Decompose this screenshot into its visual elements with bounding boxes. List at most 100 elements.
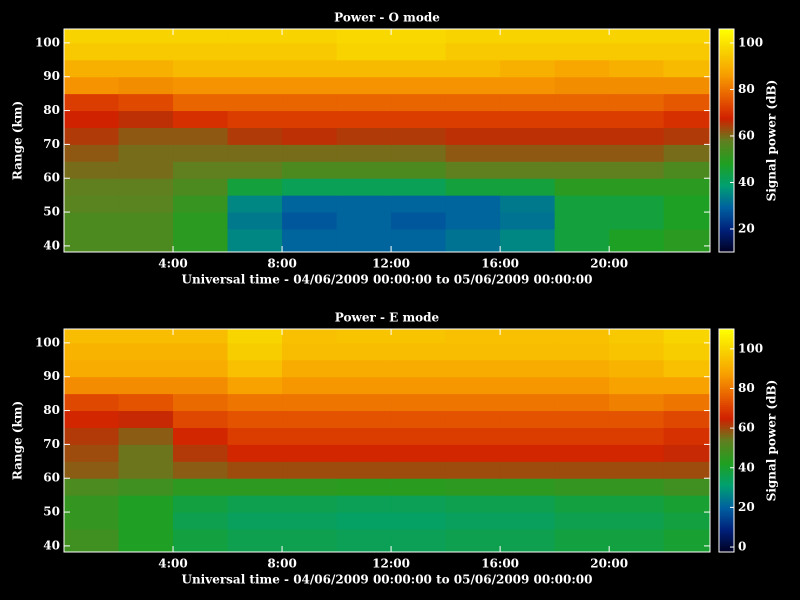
colorbar-swatch <box>719 468 734 471</box>
colorbar-swatch <box>719 70 734 74</box>
heat-cell <box>336 178 392 196</box>
colorbar-swatch <box>719 112 734 116</box>
colorbar-swatch <box>719 94 734 98</box>
heat-cell <box>64 144 120 162</box>
heat-cell <box>282 329 338 344</box>
colorbar-swatch <box>719 80 734 84</box>
heat-cell <box>554 478 610 496</box>
heat-cell <box>282 110 338 128</box>
colorbar-swatch <box>719 352 734 356</box>
heat-cell <box>663 76 711 95</box>
colorbar-swatch <box>719 84 734 88</box>
heat-cell <box>445 478 501 496</box>
heat-cell <box>336 42 392 61</box>
colorbar-swatch <box>719 408 734 412</box>
heat-cell <box>227 110 283 128</box>
heat-cell <box>445 444 501 462</box>
heat-cell <box>118 528 174 553</box>
colorbar-tick-label: 60 <box>738 128 755 142</box>
heat-cell <box>609 110 665 128</box>
y-tick-label: 70 <box>43 137 60 151</box>
colorbar-swatch <box>719 122 734 126</box>
heat-cell <box>445 329 501 344</box>
heat-cell <box>391 228 447 253</box>
heat-cell <box>554 42 610 61</box>
heat-cell <box>64 461 120 479</box>
colorbar-swatch <box>719 344 734 348</box>
colorbar-swatch <box>719 102 734 106</box>
heat-cell <box>609 76 665 95</box>
y-tick-label: 80 <box>43 103 60 117</box>
colorbar-swatch <box>719 176 734 179</box>
heat-cell <box>173 461 229 479</box>
colorbar-swatch <box>719 198 734 201</box>
colorbar-swatch <box>719 202 734 205</box>
heat-cell <box>554 495 610 513</box>
heat-cell <box>227 161 283 179</box>
heat-cell <box>64 376 120 395</box>
colorbar-swatch <box>719 174 734 177</box>
colorbar-swatch <box>719 248 734 251</box>
colorbar-swatch <box>719 118 734 122</box>
colorbar-swatch <box>719 490 734 493</box>
heat-cell <box>391 42 447 61</box>
heat-cell <box>500 161 556 179</box>
colorbar-swatch <box>719 444 734 447</box>
heat-cell <box>609 512 665 530</box>
heat-cell <box>391 93 447 112</box>
heat-cell <box>282 195 338 213</box>
heat-cell <box>336 359 392 378</box>
heat-cell <box>173 512 229 530</box>
x-tick-label: 8:00 <box>267 257 296 271</box>
heat-cell <box>663 329 711 344</box>
colorbar-swatch <box>719 332 734 336</box>
colorbar-swatch <box>719 372 734 376</box>
heat-cell <box>173 127 229 145</box>
y-tick-label: 90 <box>43 369 60 383</box>
colorbar-swatch <box>719 58 734 62</box>
heat-cell <box>609 393 665 412</box>
colorbar-swatch <box>719 386 734 390</box>
heat-cell <box>609 29 665 44</box>
heat-cell <box>227 410 283 428</box>
heat-cell <box>391 393 447 412</box>
colorbar-swatch <box>719 110 734 114</box>
y-tick-label: 80 <box>43 403 60 417</box>
colorbar-swatch <box>719 400 734 404</box>
heat-cell <box>609 427 665 445</box>
heat-cell <box>282 76 338 95</box>
colorbar-swatch <box>719 42 734 46</box>
colorbar-swatch <box>719 228 734 231</box>
colorbar-swatch <box>719 138 734 141</box>
colorbar-swatch <box>719 412 734 416</box>
heat-cell <box>554 376 610 395</box>
heat-cell <box>173 178 229 196</box>
heat-cell <box>282 228 338 253</box>
heat-cell <box>118 444 174 462</box>
colorbar-swatch <box>719 494 734 497</box>
heat-cell <box>500 342 556 361</box>
heat-cell <box>663 495 711 513</box>
heat-cell <box>391 59 447 78</box>
heat-cell <box>173 478 229 496</box>
heat-cell <box>500 228 556 253</box>
colorbar-swatch <box>719 232 734 235</box>
colorbar-swatch <box>719 514 734 517</box>
colorbar-swatch <box>719 60 734 64</box>
heat-cell <box>64 42 120 61</box>
colorbar-swatch <box>719 394 734 398</box>
heat-cell <box>64 410 120 428</box>
heat-cell <box>64 342 120 361</box>
heat-cell <box>282 495 338 513</box>
heat-cell <box>391 528 447 553</box>
colorbar-swatch <box>719 172 734 175</box>
colorbar-swatch <box>719 236 734 239</box>
heat-cell <box>282 178 338 196</box>
colorbar-swatch <box>719 470 734 473</box>
heat-cell <box>227 512 283 530</box>
heat-cell <box>500 212 556 230</box>
heat-cell <box>663 212 711 230</box>
heat-cell <box>173 76 229 95</box>
heat-cell <box>554 512 610 530</box>
x-tick-label: 12:00 <box>372 557 410 571</box>
